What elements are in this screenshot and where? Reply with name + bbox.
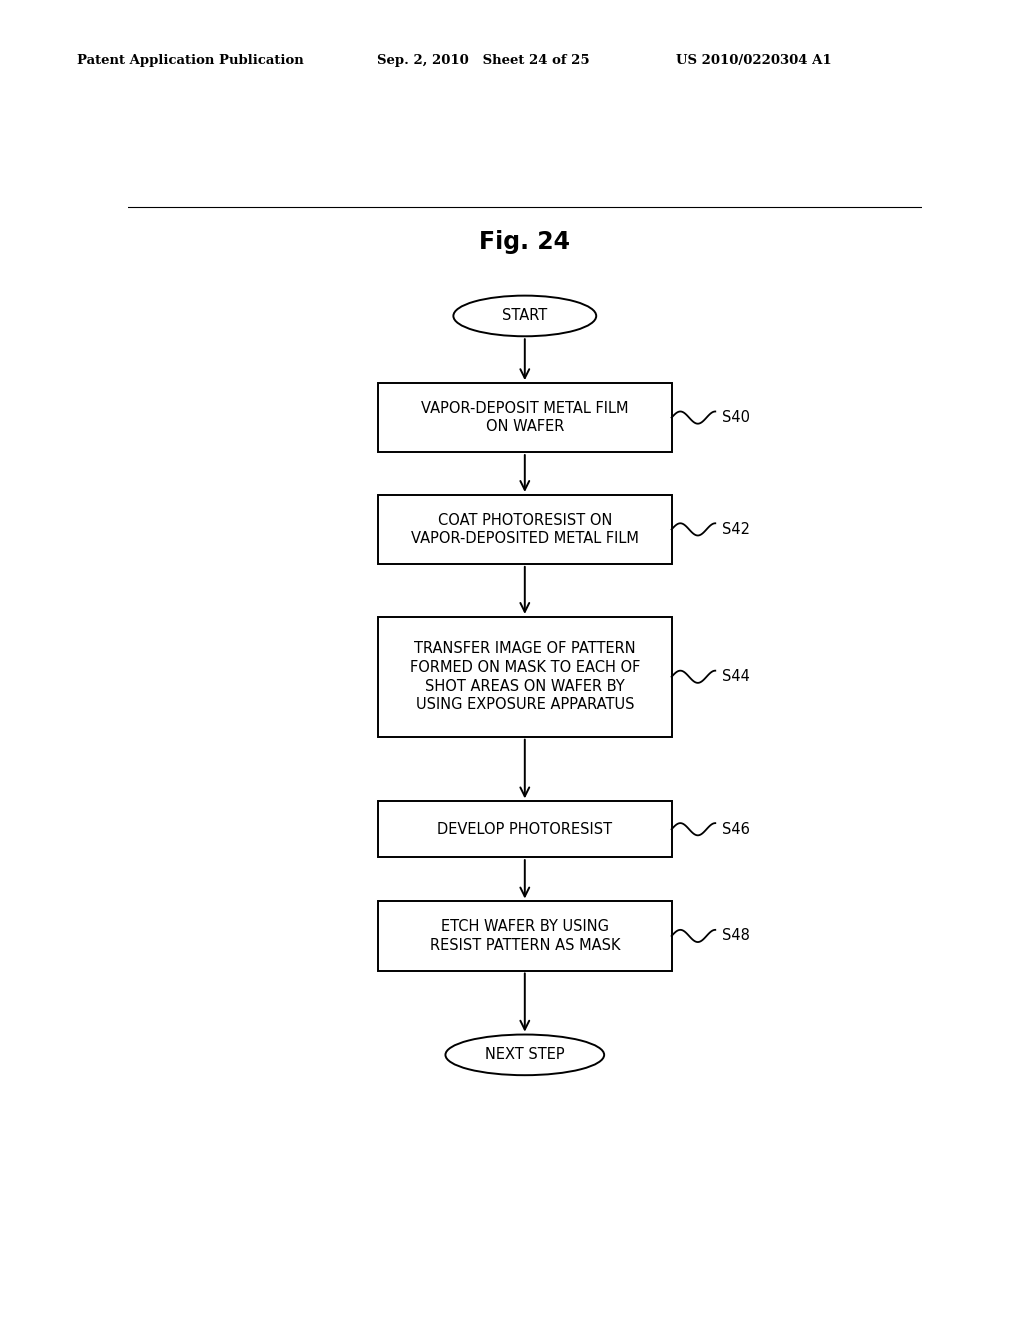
- Text: US 2010/0220304 A1: US 2010/0220304 A1: [676, 54, 831, 67]
- Text: S46: S46: [722, 822, 750, 837]
- Text: S40: S40: [722, 411, 750, 425]
- FancyBboxPatch shape: [378, 383, 672, 453]
- Text: NEXT STEP: NEXT STEP: [485, 1047, 564, 1063]
- Text: Patent Application Publication: Patent Application Publication: [77, 54, 303, 67]
- Text: VAPOR-DEPOSIT METAL FILM
ON WAFER: VAPOR-DEPOSIT METAL FILM ON WAFER: [421, 401, 629, 434]
- Text: TRANSFER IMAGE OF PATTERN
FORMED ON MASK TO EACH OF
SHOT AREAS ON WAFER BY
USING: TRANSFER IMAGE OF PATTERN FORMED ON MASK…: [410, 642, 640, 713]
- FancyBboxPatch shape: [378, 902, 672, 970]
- Text: S42: S42: [722, 521, 750, 537]
- Text: S44: S44: [722, 669, 750, 684]
- FancyBboxPatch shape: [378, 801, 672, 857]
- Text: S48: S48: [722, 928, 750, 944]
- Ellipse shape: [445, 1035, 604, 1076]
- FancyBboxPatch shape: [378, 495, 672, 564]
- FancyBboxPatch shape: [378, 616, 672, 737]
- Text: COAT PHOTORESIST ON
VAPOR-DEPOSITED METAL FILM: COAT PHOTORESIST ON VAPOR-DEPOSITED META…: [411, 512, 639, 546]
- Text: START: START: [502, 309, 548, 323]
- Text: DEVELOP PHOTORESIST: DEVELOP PHOTORESIST: [437, 822, 612, 837]
- Text: Fig. 24: Fig. 24: [479, 230, 570, 253]
- Text: Sep. 2, 2010   Sheet 24 of 25: Sep. 2, 2010 Sheet 24 of 25: [377, 54, 590, 67]
- Text: ETCH WAFER BY USING
RESIST PATTERN AS MASK: ETCH WAFER BY USING RESIST PATTERN AS MA…: [429, 919, 621, 953]
- Ellipse shape: [454, 296, 596, 337]
